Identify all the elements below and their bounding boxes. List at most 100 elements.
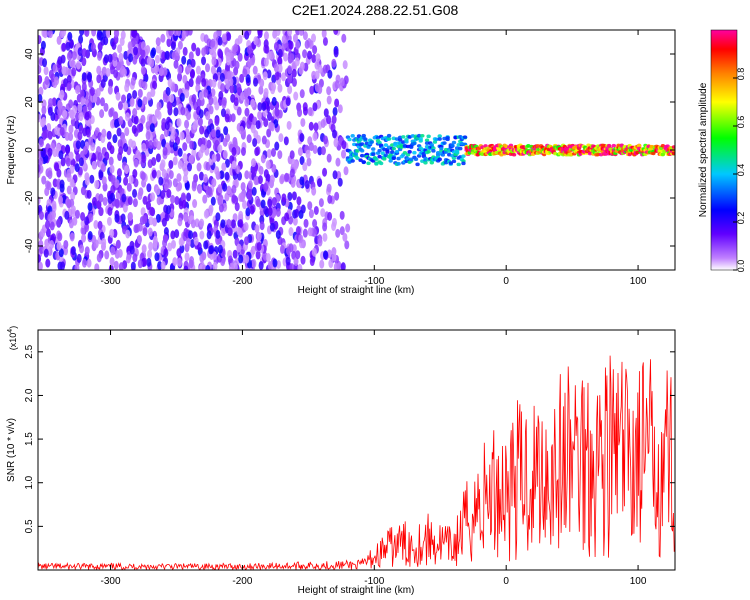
heatmap-cell: [121, 193, 127, 203]
heatmap-cell: [227, 227, 233, 237]
heatmap-cell: [210, 38, 216, 48]
heatmap-cell: [91, 196, 97, 206]
heatmap-cell: [50, 187, 56, 197]
heatmap-cell: [284, 212, 290, 222]
heatmap-cell: [208, 96, 214, 106]
heatmap-cell: [42, 30, 48, 39]
heatmap-cell: [54, 126, 60, 136]
heatmap-cell: [317, 85, 323, 95]
heatmap-cell: [65, 157, 71, 167]
heatmap-cell: [58, 195, 64, 205]
heatmap-cell: [172, 156, 178, 166]
heatmap-cell: [132, 198, 138, 208]
heatmap-cell: [341, 33, 347, 43]
heatmap-cell: [342, 60, 348, 70]
heatmap-cell: [212, 261, 218, 270]
heatmap-cell: [214, 166, 220, 176]
x-tick-label: -200: [232, 276, 252, 287]
heatmap-cell: [184, 89, 190, 99]
heatmap-cell: [293, 91, 299, 101]
heatmap-cell: [109, 192, 115, 202]
heatmap-cell: [108, 108, 114, 118]
heatmap-cell: [340, 262, 346, 270]
heatmap-cell: [271, 96, 277, 106]
heatmap-cell: [176, 173, 182, 183]
heatmap-cell: [416, 133, 422, 138]
heatmap-cell: [286, 120, 292, 130]
heatmap-cell: [231, 184, 237, 194]
heatmap-cell: [166, 71, 172, 81]
heatmap-cell: [119, 36, 125, 46]
heatmap-cell: [339, 226, 345, 236]
heatmap-cell: [263, 118, 269, 128]
heatmap-cell: [267, 206, 273, 216]
heatmap-cell: [339, 77, 345, 87]
heatmap-cell: [165, 86, 171, 96]
heatmap-cell: [269, 174, 275, 184]
heatmap-cell: [200, 137, 206, 147]
heatmap-cell: [57, 232, 63, 242]
heatmap-cell: [101, 237, 107, 247]
heatmap-cell: [168, 170, 174, 180]
heatmap-cell: [451, 140, 457, 145]
heatmap-cell: [181, 199, 187, 209]
heatmap-cell: [317, 146, 323, 156]
heatmap-cell: [63, 246, 69, 256]
heatmap-cell: [281, 193, 287, 203]
heatmap-cell: [100, 163, 106, 173]
heatmap-cell: [174, 229, 180, 239]
heatmap-cell: [602, 143, 607, 148]
heatmap-cell: [150, 88, 156, 98]
heatmap-cell: [81, 72, 87, 82]
heatmap-cell: [258, 85, 264, 95]
heatmap-cell: [448, 161, 453, 165]
heatmap-cell: [328, 259, 334, 269]
heatmap-cell: [280, 72, 286, 82]
heatmap-cell: [393, 143, 398, 147]
heatmap-cell: [123, 101, 129, 111]
heatmap-cell: [170, 194, 176, 204]
heatmap-cell: [311, 54, 317, 64]
heatmap-cell: [247, 180, 253, 190]
heatmap-cell: [79, 30, 85, 36]
heatmap-cell: [137, 234, 143, 244]
heatmap-cell: [70, 246, 76, 256]
heatmap-cell: [103, 36, 109, 46]
heatmap-cell: [211, 56, 217, 66]
heatmap-cell: [151, 47, 157, 57]
heatmap-cell: [279, 175, 285, 185]
heatmap-cell: [151, 156, 157, 166]
heatmap-cell: [203, 240, 209, 250]
heatmap-cell: [199, 125, 205, 135]
heatmap-cell: [401, 135, 406, 139]
heatmap-cell: [59, 89, 65, 99]
heatmap-cell: [277, 56, 283, 66]
heatmap-cell: [124, 83, 130, 93]
heatmap-cell: [251, 259, 257, 269]
heatmap-cell: [104, 250, 110, 260]
heatmap-cell: [61, 65, 67, 75]
heatmap-cell: [228, 77, 234, 87]
heatmap-cell: [254, 224, 260, 234]
heatmap-cell: [204, 128, 210, 138]
heatmap-cell: [81, 82, 87, 92]
heatmap-cell: [292, 33, 298, 43]
heatmap-cell: [60, 261, 66, 270]
heatmap-cell: [266, 112, 272, 122]
heatmap-cell: [76, 253, 82, 263]
heatmap-cell: [424, 141, 430, 145]
heatmap-cell: [388, 159, 393, 163]
heatmap-cell: [40, 40, 46, 50]
heatmap-cell: [162, 146, 168, 156]
heatmap-cell: [297, 108, 303, 118]
heatmap-cell: [174, 196, 180, 206]
heatmap-cell: [155, 186, 161, 196]
heatmap-cell: [322, 36, 328, 46]
heatmap-cell: [127, 196, 133, 206]
heatmap-cell: [300, 255, 306, 265]
heatmap-cell: [182, 174, 188, 184]
heatmap-cell: [380, 151, 385, 156]
heatmap-cell: [595, 152, 601, 157]
heatmap-cell: [126, 182, 132, 192]
heatmap-cell: [307, 201, 313, 211]
